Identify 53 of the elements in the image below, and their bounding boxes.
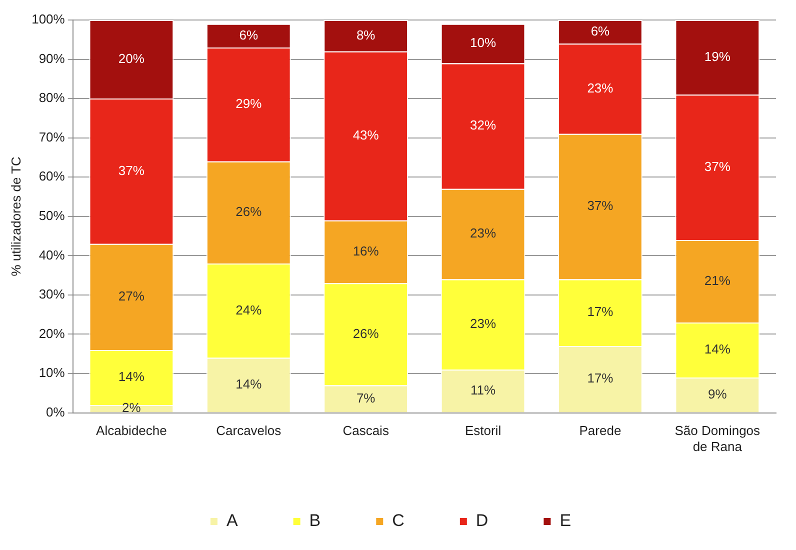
y-tick-label: 60% <box>38 168 66 184</box>
data-label: 23% <box>587 80 614 96</box>
y-tick-label: 70% <box>38 129 66 144</box>
data-label: 10% <box>470 35 496 50</box>
data-label: 37% <box>587 198 614 214</box>
data-label: 23% <box>470 226 496 241</box>
data-label: 2% <box>122 400 142 416</box>
y-tick-label: 10% <box>38 365 66 380</box>
data-label: 24% <box>236 302 262 318</box>
data-label: 43% <box>352 127 380 142</box>
x-tick-label: Parede <box>579 423 622 438</box>
data-label: 6% <box>590 23 610 38</box>
data-label: 32% <box>470 118 496 133</box>
legend-label: B <box>309 511 321 530</box>
data-label: 21% <box>704 272 731 288</box>
data-label: 11% <box>470 382 496 398</box>
data-label: 20% <box>118 50 145 66</box>
x-tick-label: Estoril <box>464 423 502 438</box>
data-label: 29% <box>236 96 262 112</box>
data-label: 27% <box>118 288 145 304</box>
y-tick-label: 40% <box>38 247 66 262</box>
y-axis-title: % utilizadores de TC <box>8 156 24 276</box>
data-label: 17% <box>587 304 614 320</box>
data-label: 37% <box>704 158 731 174</box>
data-label: 19% <box>704 48 731 64</box>
data-label: 14% <box>704 342 731 357</box>
data-label: 26% <box>352 326 380 341</box>
data-label: 16% <box>352 243 380 258</box>
data-label: 7% <box>356 390 376 406</box>
data-label: 6% <box>239 27 258 42</box>
x-tick-label: Carcavelos <box>216 423 282 438</box>
x-tick-label: Alcabideche <box>96 423 167 438</box>
y-tick-label: 20% <box>38 326 66 341</box>
legend-label: E <box>560 511 572 530</box>
data-label: 37% <box>118 162 145 178</box>
legend-label: D <box>476 511 488 530</box>
y-tick-label: 50% <box>38 208 66 223</box>
legend-label: C <box>392 511 404 530</box>
data-label: 17% <box>587 370 614 386</box>
y-tick-label: 0% <box>46 404 66 420</box>
data-label: 23% <box>470 316 496 331</box>
y-tick-label: 100% <box>32 12 66 27</box>
data-label: 9% <box>708 386 728 402</box>
data-label: 26% <box>236 204 262 220</box>
x-tick-label: São Domingos de Rana <box>674 423 761 454</box>
y-tick-label: 90% <box>38 50 66 66</box>
x-tick-label: Cascais <box>342 423 390 438</box>
data-label: 14% <box>236 376 262 392</box>
y-tick-label: 30% <box>38 286 66 302</box>
y-tick-label: 80% <box>38 90 66 106</box>
legend-label: A <box>226 511 238 530</box>
data-label: 8% <box>356 27 376 42</box>
data-label: 14% <box>118 369 145 384</box>
